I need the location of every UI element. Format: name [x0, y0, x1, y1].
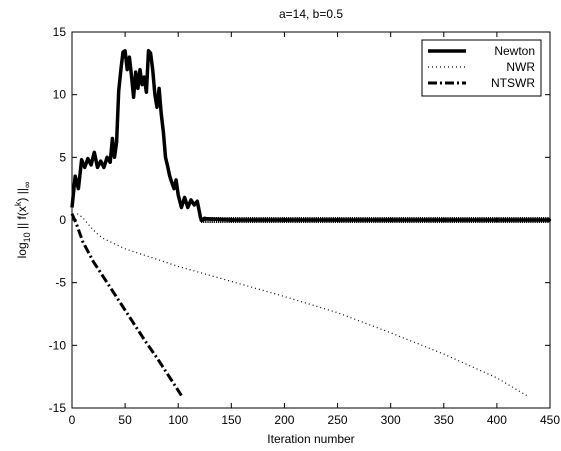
x-tick-label: 0: [69, 413, 76, 427]
legend: Newton NWR NTSWR: [422, 40, 541, 96]
legend-label-nwr: NWR: [506, 60, 535, 74]
x-tick-label: 400: [487, 413, 507, 427]
x-tick-label: 450: [540, 413, 560, 427]
x-tick-label: 200: [274, 413, 294, 427]
legend-label-newton: Newton: [494, 44, 535, 58]
x-tick-label: 300: [381, 413, 401, 427]
y-tick-label: -15: [49, 401, 67, 415]
x-tick-label: 250: [328, 413, 348, 427]
x-tick-label: 50: [118, 413, 132, 427]
legend-label-ntswr: NTSWR: [491, 76, 535, 90]
y-axis-title-infinity: ∞: [22, 182, 32, 188]
x-tick-label: 100: [168, 413, 188, 427]
y-tick-label: 10: [53, 88, 67, 102]
series-line-ntswr: [72, 214, 181, 396]
y-tick-label: -5: [55, 276, 66, 290]
y-axis-title-base: 10: [22, 232, 32, 242]
y-axis-title-close: ) ||: [15, 188, 29, 202]
series-layer: [72, 51, 551, 396]
series-line-nwr: [77, 214, 526, 396]
y-tick-label: 0: [59, 213, 66, 227]
y-axis-title: log10 || f(xk) ||∞: [13, 182, 32, 259]
y-tick-label: -10: [49, 338, 67, 352]
y-tick-label: 15: [53, 25, 67, 39]
x-tick-label: 350: [434, 413, 454, 427]
x-axis-title: Iteration number: [267, 432, 354, 446]
chart-title: a=14, b=0.5: [279, 7, 343, 21]
x-tick-label: 150: [221, 413, 241, 427]
y-tick-label: 5: [59, 150, 66, 164]
y-axis-title-norm: || f(x: [15, 206, 29, 232]
y-axis-title-log: log: [15, 242, 29, 258]
